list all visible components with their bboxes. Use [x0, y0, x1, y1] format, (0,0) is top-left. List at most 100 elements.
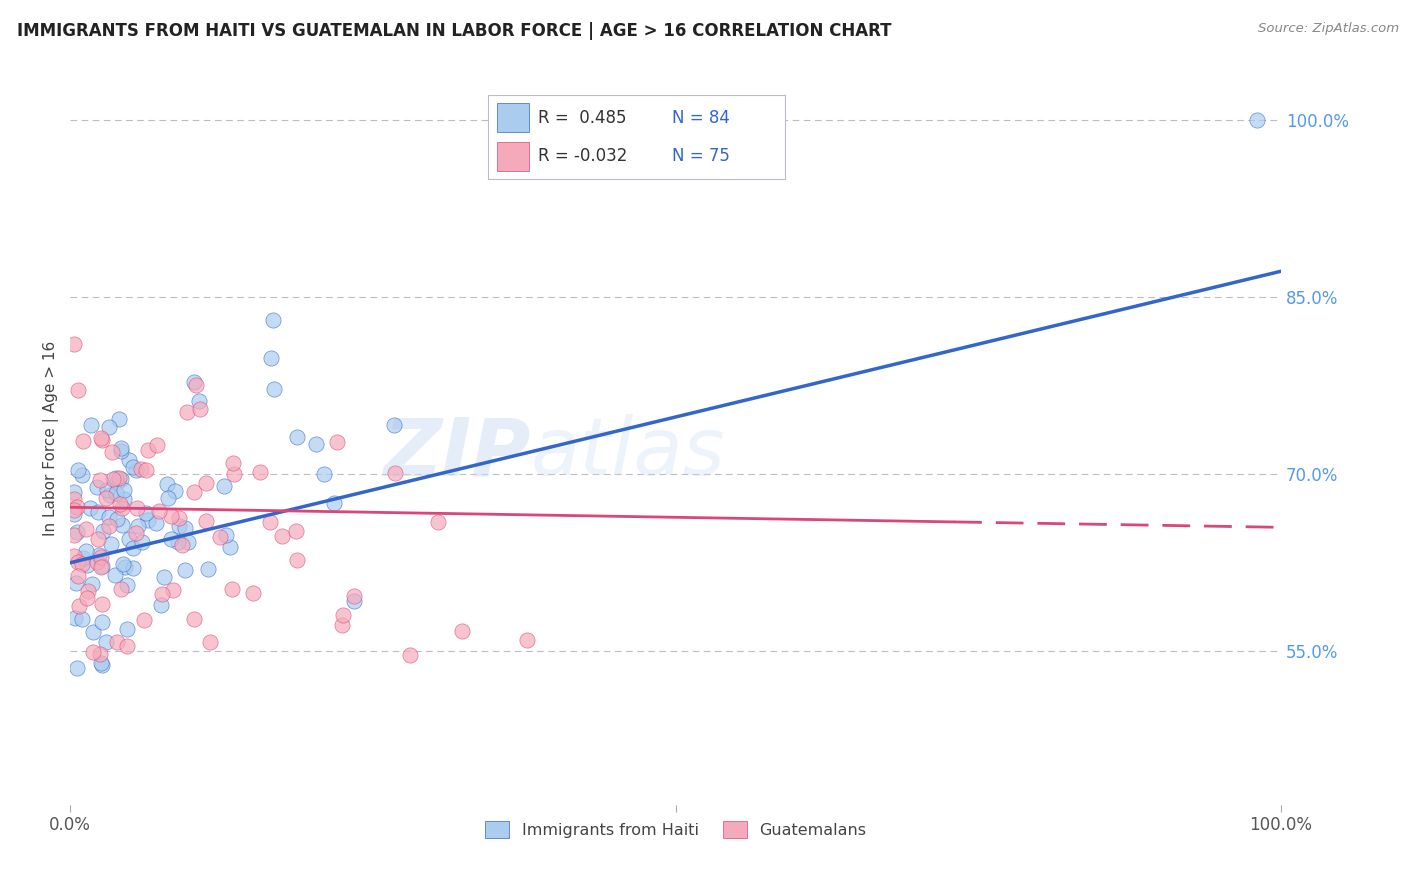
Point [131, 462, 153, 476]
Point [101, 472, 124, 486]
Point [136, 442, 159, 457]
Point [242, 586, 264, 600]
Point [66, 500, 89, 514]
Point [156, 491, 179, 506]
Point [183, 484, 205, 499]
Point [125, 500, 148, 515]
Point [98, 510, 121, 524]
Point [153, 570, 176, 584]
Point [90, 615, 112, 630]
Point [67, 463, 90, 477]
Point [170, 538, 193, 552]
Point [194, 475, 217, 490]
Point [75, 544, 97, 558]
Point [86, 555, 108, 569]
Point [105, 475, 128, 490]
Point [118, 453, 141, 467]
Point [77, 583, 100, 598]
Point [79, 500, 101, 515]
Point [96, 483, 118, 498]
Point [65, 661, 87, 675]
Point [177, 535, 200, 549]
Point [100, 537, 122, 551]
Point [98, 488, 121, 502]
Point [160, 508, 183, 523]
Point [70, 558, 93, 572]
Point [343, 594, 366, 608]
Point [125, 526, 148, 541]
Point [110, 442, 132, 456]
Point [222, 467, 245, 482]
Point [72, 551, 94, 566]
Point [384, 466, 406, 480]
Point [215, 528, 238, 542]
Point [63, 528, 86, 542]
Point [63, 491, 86, 506]
Point [127, 519, 149, 533]
Point [110, 472, 132, 486]
Point [114, 560, 136, 574]
Point [63, 549, 86, 563]
Point [167, 518, 190, 533]
Point [110, 582, 132, 597]
Point [219, 540, 242, 554]
Point [63, 611, 86, 625]
Point [167, 510, 190, 524]
Point [86, 480, 108, 494]
Point [146, 438, 169, 452]
Point [214, 479, 236, 493]
Point [263, 313, 285, 327]
Point [104, 471, 127, 485]
Point [94, 491, 117, 505]
Point [117, 623, 139, 637]
Point [104, 568, 127, 582]
Point [263, 382, 285, 396]
Point [222, 456, 245, 470]
Point [111, 557, 134, 571]
Point [112, 483, 135, 498]
Point [66, 384, 89, 398]
Point [135, 507, 157, 521]
Point [125, 463, 148, 477]
Point [183, 612, 205, 626]
Point [63, 508, 86, 522]
Point [136, 513, 159, 527]
Point [89, 656, 111, 670]
Point [70, 612, 93, 626]
Point [76, 591, 98, 606]
Point [122, 561, 145, 575]
Point [111, 500, 134, 515]
Point [186, 378, 208, 392]
Point [323, 496, 346, 510]
Point [259, 515, 281, 529]
Text: ZIP: ZIP [382, 415, 530, 492]
Point [76, 558, 98, 572]
Point [187, 393, 209, 408]
Point [93, 524, 115, 538]
Point [82, 645, 104, 659]
Point [332, 607, 354, 622]
Point [325, 435, 347, 450]
Point [198, 634, 221, 648]
Point [97, 519, 120, 533]
Point [91, 433, 114, 447]
Point [112, 492, 135, 507]
Point [285, 430, 308, 444]
Point [208, 530, 231, 544]
Point [72, 434, 94, 448]
Point [110, 443, 132, 458]
Point [115, 639, 138, 653]
Point [176, 405, 198, 419]
Point [145, 516, 167, 530]
Point [271, 529, 294, 543]
Point [105, 511, 128, 525]
Point [91, 598, 114, 612]
Point [65, 575, 87, 590]
Point [221, 582, 243, 596]
Point [167, 534, 190, 549]
Point [89, 647, 111, 661]
Point [67, 599, 90, 613]
Text: atlas: atlas [530, 415, 725, 492]
Point [101, 445, 124, 459]
Point [66, 524, 89, 539]
